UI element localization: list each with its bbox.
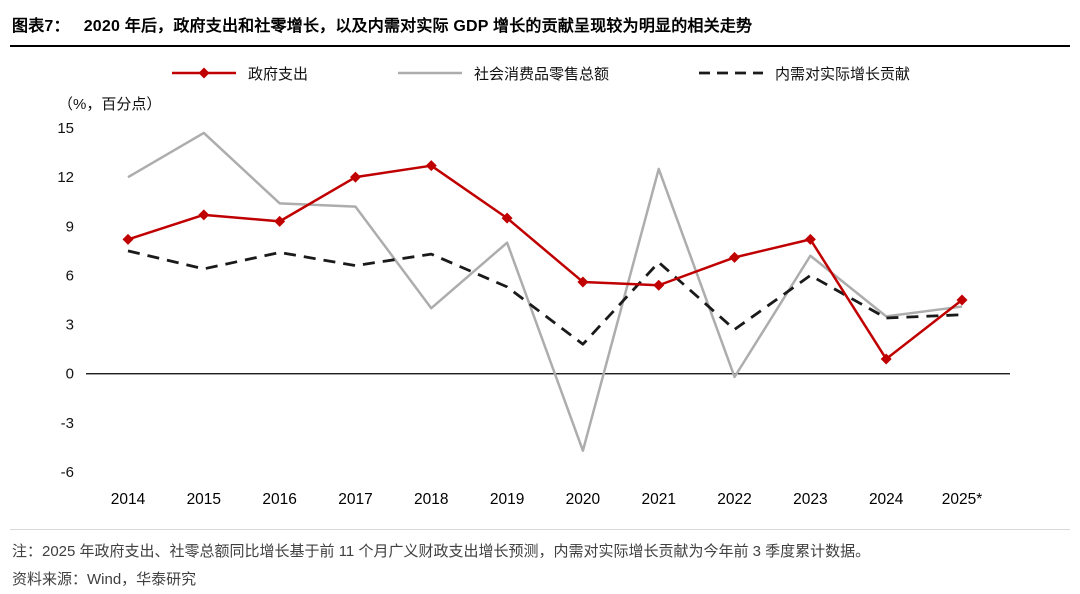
svg-text:2022: 2022 xyxy=(717,491,751,508)
svg-text:2021: 2021 xyxy=(641,491,675,508)
chart-title: 图表7： 2020 年后，政府支出和社零增长，以及内需对实际 GDP 增长的贡献呈… xyxy=(10,8,1070,47)
footnote: 注：2025 年政府支出、社零总额同比增长基于前 11 个月广义财政支出增长预测… xyxy=(12,543,871,560)
source-line: 资料来源：Wind，华泰研究 xyxy=(12,570,197,588)
legend-label: 社会消费品零售总额 xyxy=(473,65,609,83)
legend-label: 政府支出 xyxy=(247,65,308,83)
svg-text:2020: 2020 xyxy=(566,491,601,508)
chart-area: 15 12 9 6 3 0 -3 -6 2014 2015 2016 2017 2018 2019 2020… xyxy=(10,114,1070,527)
svg-text:12: 12 xyxy=(57,169,74,186)
svg-text:2014: 2014 xyxy=(111,491,146,508)
svg-text:2018: 2018 xyxy=(414,491,448,508)
legend-line-gray xyxy=(397,71,462,75)
svg-text:2025*: 2025* xyxy=(942,491,983,508)
legend-item-domestic-demand: 内需对实际增长贡献 xyxy=(697,63,910,84)
svg-text:3: 3 xyxy=(66,317,74,334)
svg-text:2016: 2016 xyxy=(262,491,296,508)
svg-text:-3: -3 xyxy=(61,415,74,432)
svg-text:2024: 2024 xyxy=(869,491,904,508)
line-chart: 15 12 9 6 3 0 -3 -6 2014 2015 2016 2017 2018 2019 2020… xyxy=(57,120,1010,508)
y-axis-unit-label: （%，百分点） xyxy=(58,96,162,113)
legend-item-retail-sales: 社会消费品零售总额 xyxy=(396,63,609,84)
svg-text:2019: 2019 xyxy=(490,491,524,508)
svg-text:9: 9 xyxy=(66,218,74,235)
svg-text:-6: -6 xyxy=(61,464,74,481)
svg-text:0: 0 xyxy=(66,366,74,383)
legend-label: 内需对实际增长贡献 xyxy=(775,65,911,83)
chart-legend: 政府支出 社会消费品零售总额 内需对实际增长贡献 xyxy=(10,63,1070,83)
svg-text:15: 15 xyxy=(57,120,74,137)
figure-number: 图表7： xyxy=(12,18,70,35)
svg-text:6: 6 xyxy=(66,267,74,284)
legend-line-marker-red xyxy=(171,67,236,79)
legend-line-dashed-black xyxy=(699,71,763,75)
legend-item-government-spending: 政府支出 xyxy=(170,63,308,84)
svg-text:2015: 2015 xyxy=(187,491,221,508)
svg-text:2017: 2017 xyxy=(338,491,372,508)
chart-footer: 注：2025 年政府支出、社零总额同比增长基于前 11 个月广义财政支出增长预测… xyxy=(10,529,1070,594)
svg-text:2023: 2023 xyxy=(793,491,827,508)
figure-title-text: 2020 年后，政府支出和社零增长，以及内需对实际 GDP 增长的贡献呈现较为明… xyxy=(83,18,753,35)
